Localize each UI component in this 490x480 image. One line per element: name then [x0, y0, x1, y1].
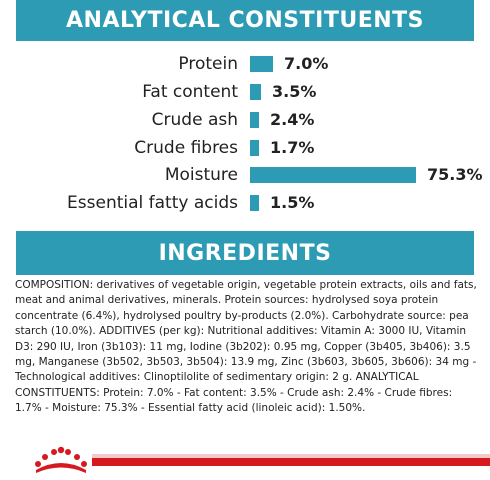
constituent-bar [250, 140, 259, 156]
composition-text: COMPOSITION: derivatives of vegetable or… [15, 279, 477, 415]
ingredients-banner: INGREDIENTS [16, 231, 474, 275]
footer-band-shadow [92, 454, 490, 458]
constituent-row: Crude fibres 1.7% [0, 135, 490, 161]
constituent-value: 2.4% [270, 110, 315, 129]
constituent-value: 1.5% [270, 193, 315, 212]
constituent-label: Fat content [142, 82, 238, 102]
constituent-label: Essential fatty acids [67, 193, 238, 213]
constituent-label: Crude ash [151, 110, 238, 130]
constituent-label: Protein [178, 54, 238, 74]
constituent-row: Fat content 3.5% [0, 79, 490, 105]
constituent-row: Essential fatty acids 1.5% [0, 190, 490, 216]
constituent-value: 75.3% [427, 165, 483, 184]
constituent-value: 7.0% [284, 54, 329, 73]
crown-icon [35, 446, 87, 473]
constituent-row: Moisture 75.3% [0, 162, 490, 188]
constituent-bar [250, 84, 261, 100]
constituent-label: Crude fibres [134, 138, 238, 158]
analytical-constituents-banner: ANALYTICAL CONSTITUENTS [16, 0, 474, 41]
constituent-row: Crude ash 2.4% [0, 107, 490, 133]
constituent-bar [250, 167, 416, 183]
constituent-bar [250, 56, 273, 72]
analytical-constituents-title: ANALYTICAL CONSTITUENTS [66, 8, 424, 33]
ingredients-title: INGREDIENTS [158, 240, 332, 266]
constituent-value: 1.7% [270, 138, 315, 157]
constituent-value: 3.5% [272, 82, 317, 101]
constituent-label: Moisture [164, 165, 238, 185]
constituent-bar [250, 195, 259, 211]
footer-red-band [92, 458, 490, 466]
constituent-bar [250, 112, 259, 128]
constituent-row: Protein 7.0% [0, 51, 490, 77]
